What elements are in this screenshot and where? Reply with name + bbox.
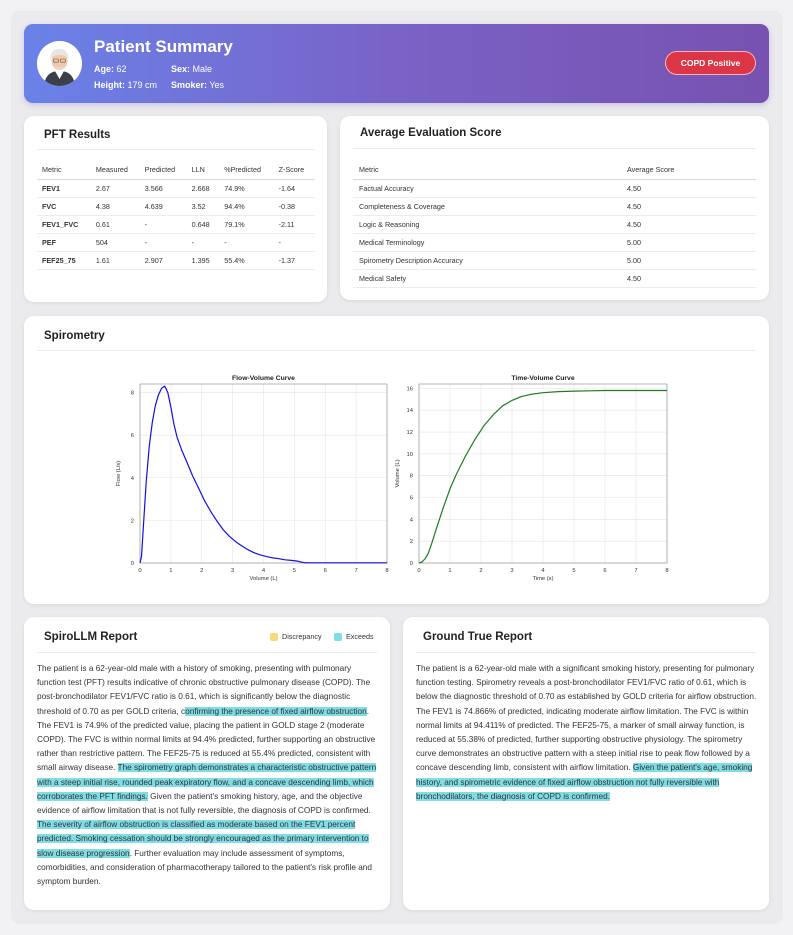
time-volume-y-axis-label: Volume (L) — [395, 459, 401, 487]
time-volume-x-tick-label: 0 — [417, 568, 420, 574]
flow-volume-x-tick-label: 6 — [324, 568, 327, 574]
flow-volume-x-tick-label: 3 — [231, 568, 234, 574]
table-row: FVC 4.38 4.639 3.52 94.4% -0.38 — [37, 197, 315, 216]
smoker-info: Smoker: Yes — [171, 80, 225, 90]
ground-truth-report-title: Ground True Report — [423, 631, 533, 643]
flow-volume-x-tick-label: 2 — [200, 568, 203, 574]
time-volume-chart-title: Time-Volume Curve — [511, 375, 574, 382]
legend-discrepancy: Discrepancy — [270, 632, 322, 641]
height-info: Height: 179 cm — [94, 80, 158, 90]
evaluation-score-title: Average Evaluation Score — [360, 127, 502, 139]
time-volume-y-tick-label: 4 — [410, 517, 414, 523]
pft-table: Metric Measured Predicted LLN %Predicted… — [37, 161, 315, 270]
flow-volume-plot-frame — [139, 383, 388, 564]
doctor-avatar-icon — [37, 41, 82, 86]
flow-volume-x-tick-label: 8 — [385, 568, 388, 574]
copd-status-badge[interactable]: COPD Positive — [665, 51, 756, 75]
pft-col-lln: LLN — [186, 161, 220, 180]
table-row: Factual Accuracy 4.50 — [353, 179, 756, 198]
time-volume-x-tick-label: 2 — [479, 568, 482, 574]
spirollm-report-card: SpiroLLM Report Discrepancy Exceeds The … — [24, 617, 390, 910]
exceeds-highlight: onfirming the presence of fixed airflow … — [185, 706, 367, 716]
time-volume-y-tick-label: 16 — [407, 386, 413, 392]
flow-volume-x-tick-label: 5 — [293, 568, 296, 574]
time-volume-x-tick-label: 1 — [448, 568, 451, 574]
pft-col-pct: %Predicted — [219, 161, 274, 180]
patient-summary-header: Patient Summary Age: 62 Sex: Male Height… — [24, 24, 769, 103]
sex-info: Sex: Male — [171, 64, 213, 74]
spirometry-title: Spirometry — [44, 330, 105, 342]
time-volume-y-tick-label: 2 — [410, 539, 413, 545]
table-row: FEF25_75 1.61 2.907 1.395 55.4% -1.37 — [37, 251, 315, 270]
time-volume-y-tick-label: 12 — [407, 430, 413, 436]
time-volume-y-tick-label: 14 — [407, 408, 414, 414]
time-volume-y-tick-label: 10 — [407, 452, 413, 458]
age-info: Age: 62 — [94, 64, 127, 74]
flow-volume-y-tick-label: 6 — [131, 433, 134, 439]
flow-volume-x-tick-label: 7 — [355, 568, 358, 574]
time-volume-y-tick-label: 6 — [410, 496, 413, 502]
flow-volume-x-tick-label: 0 — [138, 568, 141, 574]
spirometry-card: Spirometry 0 1 2 3 4 5 6 7 8 0 2 4 6 8 Flow-Volume Cur… — [24, 316, 769, 604]
pft-header-row: Metric Measured Predicted LLN %Predicted… — [37, 161, 315, 180]
flow-volume-y-tick-label: 4 — [131, 476, 135, 482]
discrepancy-swatch — [270, 632, 278, 641]
flow-volume-y-tick-label: 0 — [131, 561, 134, 567]
patient-summary-title: Patient Summary — [94, 37, 233, 56]
table-row: Completeness & Coverage 4.50 — [353, 197, 756, 216]
ground-truth-report-text: The patient is a 62-year-old male with a… — [416, 664, 757, 801]
table-row: Spirometry Description Accuracy 5.00 — [353, 251, 756, 270]
flow-volume-x-tick-label: 1 — [169, 568, 172, 574]
time-volume-y-tick-label: 8 — [410, 474, 413, 480]
spirollm-report-title: SpiroLLM Report — [44, 631, 138, 643]
eval-col-score: Average Score — [621, 161, 756, 180]
time-volume-x-tick-label: 4 — [541, 568, 545, 574]
pft-results-title: PFT Results — [44, 129, 111, 141]
evaluation-table: Metric Average Score Factual Accuracy 4.5… — [353, 161, 756, 288]
time-volume-plot-frame — [418, 383, 668, 564]
time-volume-x-tick-label: 6 — [603, 568, 606, 574]
flow-volume-chart-title: Flow-Volume Curve — [232, 375, 295, 382]
legend-exceeds: Exceeds — [334, 632, 374, 641]
time-volume-x-tick-label: 7 — [634, 568, 637, 574]
pft-results-card: PFT Results Metric Measured Predicted LL… — [24, 116, 327, 302]
pft-col-z: Z-Score — [273, 161, 315, 180]
time-volume-x-tick-label: 3 — [510, 568, 513, 574]
eval-header-row: Metric Average Score — [353, 161, 756, 180]
time-volume-x-tick-label: 5 — [572, 568, 575, 574]
pft-col-measured: Measured — [90, 161, 140, 180]
flow-volume-x-tick-label: 4 — [262, 568, 266, 574]
evaluation-score-card: Average Evaluation Score Metric Average … — [340, 116, 769, 300]
time-volume-y-tick-label: 0 — [410, 561, 413, 567]
exceeds-swatch — [334, 632, 342, 641]
flow-volume-series-line — [139, 385, 387, 564]
flow-volume-y-tick-label: 8 — [131, 391, 134, 397]
eval-col-metric: Metric — [353, 161, 621, 180]
patient-avatar — [37, 41, 82, 86]
flow-volume-y-axis-label: Flow (L/s) — [116, 461, 122, 487]
flow-volume-y-tick-label: 2 — [131, 518, 134, 524]
time-volume-series-line — [418, 389, 667, 564]
table-row: Medical Terminology 5.00 — [353, 233, 756, 252]
flow-volume-x-axis-label: Volume (L) — [249, 576, 277, 582]
table-row: PEF 504- - - - — [37, 233, 315, 252]
pft-col-metric: Metric — [37, 161, 91, 180]
time-volume-x-axis-label: Time (s) — [532, 576, 553, 582]
spirollm-report-text: The patient is a 62-year-old male with a… — [37, 664, 377, 887]
table-row: Logic & Reasoning 4.50 — [353, 215, 756, 234]
table-row: FEV1 2.67 3.566 2.668 74.9% -1.64 — [37, 179, 315, 198]
pft-col-predicted: Predicted — [139, 161, 187, 180]
table-row: FEV1_FVC 0.61-0.648 79.1% -2.11 — [37, 215, 315, 234]
ground-truth-report-card: Ground True Report The patient is a 62-y… — [403, 617, 769, 910]
table-row: Medical Safety 4.50 — [353, 269, 756, 288]
time-volume-x-tick-label: 8 — [665, 568, 668, 574]
